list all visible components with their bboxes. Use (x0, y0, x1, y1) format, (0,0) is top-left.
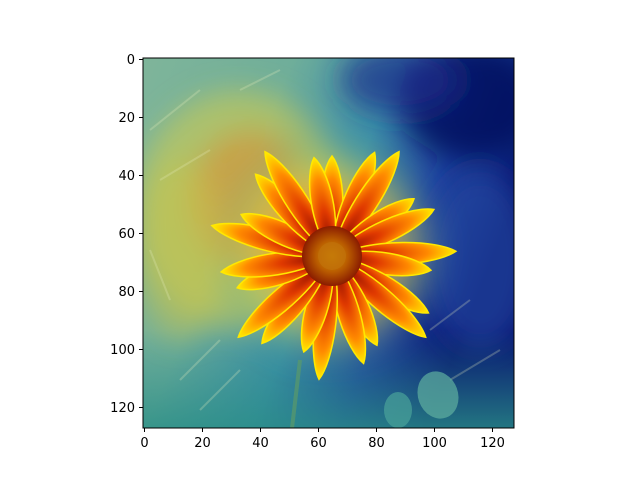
axes-frame (142, 57, 515, 429)
y-tick: 60 (118, 227, 143, 242)
image-layer (143, 58, 514, 428)
x-tick: 40 (252, 428, 269, 451)
y-tick-label: 60 (118, 227, 135, 242)
y-tick: 100 (110, 343, 143, 358)
x-tick-label: 80 (368, 436, 385, 451)
y-tick-label: 100 (110, 343, 135, 358)
y-tick-label: 80 (118, 285, 135, 300)
x-tick: 80 (368, 428, 385, 451)
y-axis: 0 20 40 60 80 100 120 (110, 53, 143, 416)
x-tick-label: 40 (252, 436, 269, 451)
x-tick-label: 0 (140, 436, 148, 451)
y-tick: 120 (110, 401, 143, 416)
y-tick: 20 (118, 111, 143, 126)
y-tick-label: 40 (118, 169, 135, 184)
x-tick-label: 20 (194, 436, 211, 451)
y-tick-label: 0 (127, 53, 135, 68)
y-tick-label: 20 (118, 111, 135, 126)
y-tick: 40 (118, 169, 143, 184)
cold-region (340, 58, 514, 350)
x-tick: 120 (480, 428, 505, 451)
y-tick: 0 (127, 53, 143, 68)
x-tick: 20 (194, 428, 211, 451)
x-tick-label: 100 (422, 436, 447, 451)
x-tick: 100 (422, 428, 447, 451)
leaves (290, 359, 459, 428)
x-tick-label: 120 (480, 436, 505, 451)
x-axis: 0 20 40 60 80 100 120 (140, 428, 505, 451)
gazania-flower (210, 150, 458, 381)
y-tick-label: 120 (110, 401, 135, 416)
x-tick: 60 (310, 428, 327, 451)
y-tick: 80 (118, 285, 143, 300)
x-tick: 0 (140, 428, 149, 451)
x-tick-label: 60 (310, 436, 327, 451)
foliage-texture (149, 69, 501, 411)
